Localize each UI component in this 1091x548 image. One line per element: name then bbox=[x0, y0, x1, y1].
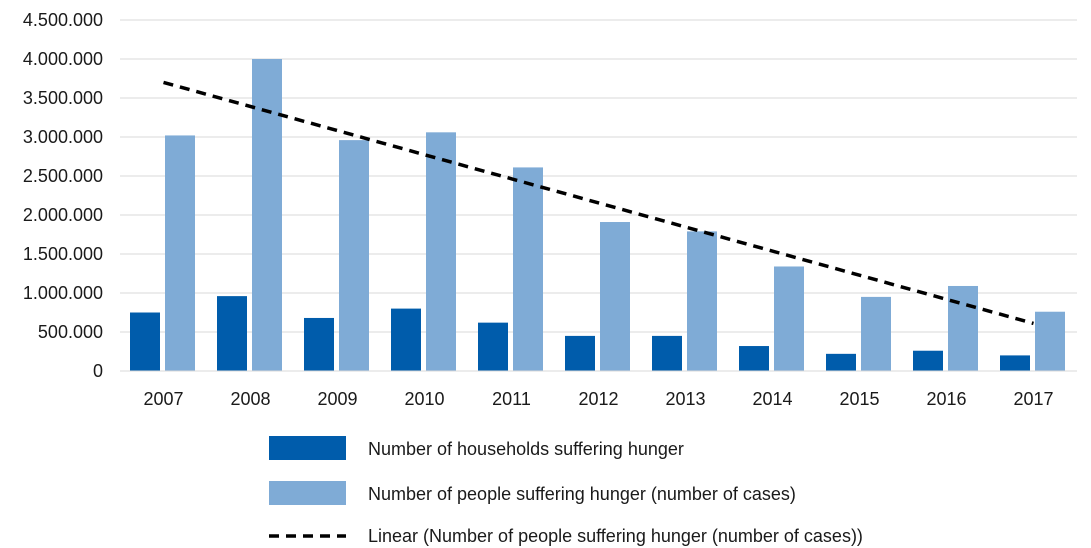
bar-households-2014 bbox=[739, 346, 769, 371]
x-tick-label: 2013 bbox=[665, 389, 705, 409]
bar-people-2011 bbox=[513, 167, 543, 371]
x-axis-tick-labels: 2007 2008 2009 2010 2011 2012 2013 2014 2015 2016… bbox=[143, 389, 1053, 409]
bars bbox=[130, 59, 1065, 371]
legend-label-linear: Linear (Number of people suffering hunge… bbox=[368, 526, 863, 546]
x-tick-label: 2016 bbox=[926, 389, 966, 409]
bar-people-2012 bbox=[600, 222, 630, 371]
x-tick-label: 2009 bbox=[317, 389, 357, 409]
y-tick-label: 2.000.000 bbox=[23, 205, 103, 225]
bar-people-2015 bbox=[861, 296, 891, 371]
x-tick-label: 2007 bbox=[143, 389, 183, 409]
y-tick-label: 0 bbox=[93, 361, 103, 381]
legend: Number of households suffering hunger Nu… bbox=[269, 436, 863, 546]
bar-households-2010 bbox=[391, 308, 421, 371]
trendline bbox=[163, 80, 1034, 326]
y-tick-label: 4.500.000 bbox=[23, 10, 103, 30]
legend-swatch-households bbox=[269, 436, 346, 460]
y-tick-label: 4.000.000 bbox=[23, 49, 103, 69]
bar-households-2007 bbox=[130, 312, 160, 371]
bar-people-2009 bbox=[339, 140, 369, 371]
bar-households-2016 bbox=[913, 350, 943, 371]
bar-households-2017 bbox=[1000, 355, 1030, 371]
bar-people-2007 bbox=[165, 135, 195, 371]
legend-swatch-people bbox=[269, 481, 346, 505]
bar-households-2008 bbox=[217, 296, 247, 371]
bar-people-2013 bbox=[687, 231, 717, 371]
bar-households-2009 bbox=[304, 317, 334, 371]
y-tick-label: 1.000.000 bbox=[23, 283, 103, 303]
bar-people-2016 bbox=[948, 285, 978, 371]
bar-people-2014 bbox=[774, 266, 804, 371]
x-tick-label: 2008 bbox=[230, 389, 270, 409]
y-axis-tick-labels: 0 500.000 1.000.000 1.500.000 2.000.000 2.500… bbox=[23, 10, 103, 381]
bar-households-2013 bbox=[652, 335, 682, 371]
x-tick-label: 2011 bbox=[492, 389, 531, 409]
legend-label-households: Number of households suffering hunger bbox=[368, 439, 684, 459]
bar-people-2010 bbox=[426, 132, 456, 371]
x-tick-label: 2012 bbox=[578, 389, 618, 409]
bar-households-2015 bbox=[826, 353, 856, 371]
y-tick-label: 1.500.000 bbox=[23, 244, 103, 264]
y-tick-label: 3.000.000 bbox=[23, 127, 103, 147]
y-tick-label: 3.500.000 bbox=[23, 88, 103, 108]
y-tick-label: 500.000 bbox=[38, 322, 103, 342]
legend-label-people: Number of people suffering hunger (numbe… bbox=[368, 484, 796, 504]
x-tick-label: 2010 bbox=[404, 389, 444, 409]
bar-households-2012 bbox=[565, 335, 595, 371]
bar-people-2017 bbox=[1035, 311, 1065, 371]
bar-households-2011 bbox=[478, 322, 508, 371]
y-tick-label: 2.500.000 bbox=[23, 166, 103, 186]
x-tick-label: 2015 bbox=[839, 389, 879, 409]
x-tick-label: 2014 bbox=[752, 389, 792, 409]
bar-people-2008 bbox=[252, 59, 282, 371]
x-tick-label: 2017 bbox=[1013, 389, 1053, 409]
